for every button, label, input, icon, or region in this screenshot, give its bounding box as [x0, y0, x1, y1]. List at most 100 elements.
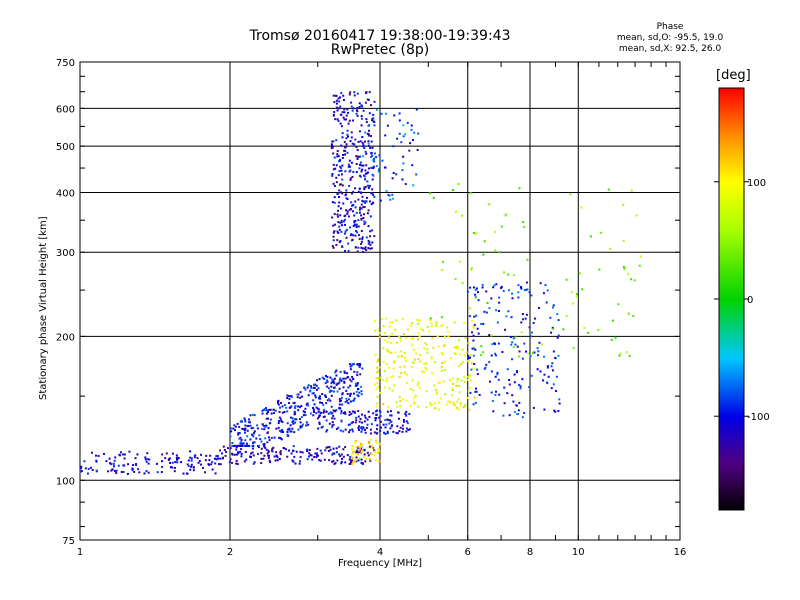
data-point [440, 324, 443, 327]
colorbar-segment [719, 475, 744, 477]
colorbar-segment [719, 307, 744, 309]
data-point [472, 367, 475, 370]
data-point [146, 458, 149, 461]
data-point [79, 470, 82, 473]
colorbar-segment [719, 326, 744, 328]
data-point [516, 370, 519, 373]
data-point [263, 408, 266, 411]
data-point [370, 140, 373, 143]
data-point [355, 449, 358, 452]
data-point [622, 239, 625, 242]
colorbar-segment [719, 106, 744, 108]
data-point [331, 140, 334, 143]
data-point [403, 351, 406, 354]
data-point [345, 236, 348, 239]
data-point [340, 144, 343, 147]
colorbar-segment [719, 358, 744, 360]
data-point [321, 401, 324, 404]
data-point [336, 109, 339, 112]
colorbar-segment [719, 239, 744, 241]
data-point [437, 408, 440, 411]
data-point [331, 145, 334, 148]
data-point [357, 410, 360, 413]
data-point [458, 384, 461, 387]
data-point [192, 469, 195, 472]
data-point [331, 146, 334, 149]
data-point [435, 392, 438, 395]
data-point [371, 117, 374, 120]
data-point [336, 213, 339, 216]
colorbar-segment [719, 391, 744, 393]
data-point [346, 151, 349, 154]
data-point [431, 337, 434, 340]
data-point [282, 446, 285, 449]
data-point [357, 453, 360, 456]
data-point [353, 370, 356, 373]
data-point [474, 296, 477, 299]
data-point [270, 412, 273, 415]
data-point [341, 392, 344, 395]
data-point [402, 155, 405, 158]
data-point [458, 353, 461, 356]
data-point [340, 92, 343, 95]
data-point [396, 432, 399, 435]
data-point [309, 453, 312, 456]
data-point [338, 403, 341, 406]
data-point [453, 352, 456, 355]
data-point [332, 239, 335, 242]
data-point [297, 393, 300, 396]
colorbar-segment [719, 323, 744, 325]
colorbar-segment [719, 446, 744, 448]
data-point [315, 412, 318, 415]
colorbar-segment [719, 99, 744, 101]
data-point [370, 452, 373, 455]
data-point [318, 459, 321, 462]
data-point [310, 385, 313, 388]
colorbar-segment [719, 378, 744, 380]
data-point [361, 236, 364, 239]
colorbar-segment [719, 349, 744, 351]
data-point [413, 402, 416, 405]
data-point [290, 430, 293, 433]
data-point [182, 472, 185, 475]
colorbar-segment [719, 478, 744, 480]
data-point [517, 296, 520, 299]
data-point [317, 427, 320, 430]
colorbar-segment [719, 208, 744, 210]
colorbar-segment [719, 162, 744, 164]
data-point [269, 461, 272, 464]
data-point [390, 414, 393, 417]
colorbar-segment [719, 364, 744, 366]
colorbar-segment [719, 449, 744, 451]
data-point [339, 158, 342, 161]
data-point [324, 449, 327, 452]
data-point [331, 378, 334, 381]
data-point [341, 245, 344, 248]
data-point [553, 409, 556, 412]
data-point [286, 422, 289, 425]
colorbar-segment [719, 359, 744, 361]
data-point [468, 359, 471, 362]
data-point [359, 363, 362, 366]
data-point [388, 387, 391, 390]
data-point [279, 450, 282, 453]
colorbar-segment [719, 192, 744, 194]
data-point [340, 379, 343, 382]
data-point [552, 383, 555, 386]
data-point [523, 225, 526, 228]
colorbar-segment [719, 427, 744, 429]
data-point [493, 342, 496, 345]
data-point [371, 446, 374, 449]
data-point [415, 173, 418, 176]
data-point [473, 396, 476, 399]
colorbar-segment [719, 89, 744, 91]
data-point [466, 397, 469, 400]
data-point [307, 384, 310, 387]
data-point [357, 155, 360, 158]
data-point [571, 302, 574, 305]
data-point [343, 218, 346, 221]
data-point [245, 442, 248, 445]
colorbar-segment [719, 390, 744, 392]
data-point [332, 235, 335, 238]
colorbar-segment [719, 397, 744, 399]
